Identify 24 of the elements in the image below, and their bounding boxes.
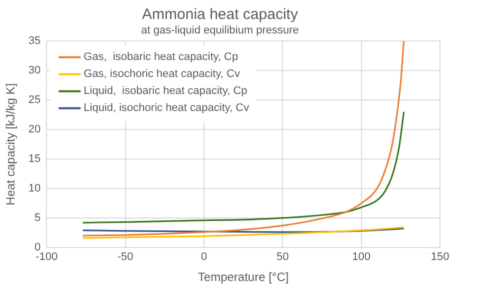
x-tick-label: 50	[276, 251, 289, 264]
legend-label: Liquid, isochoric heat capacity, Cv	[84, 102, 250, 114]
x-axis-title: Temperature [°C]	[198, 270, 289, 284]
y-tick-label: 5	[34, 212, 41, 224]
legend-label: Gas, isochoric heat capacity, Cv	[84, 68, 240, 80]
y-tick-label: 0	[34, 241, 41, 254]
x-tick-label: 100	[352, 251, 371, 264]
chart-title: Ammonia heat capacity	[142, 6, 298, 24]
chart-subtitle: at gas-liquid equilibium pressure	[141, 24, 299, 37]
y-tick-label: 25	[28, 94, 41, 106]
y-tick-label: 35	[28, 35, 41, 48]
y-axis-title: Heat capacity [kJ/kg K]	[4, 83, 18, 206]
legend-label: Gas, isobaric heat capacity, Cp	[84, 51, 238, 64]
x-tick-label: 0	[200, 251, 208, 264]
y-tick-label: 30	[28, 64, 41, 77]
x-tick-label: -50	[117, 251, 134, 264]
y-tick-label: 20	[28, 124, 41, 136]
line-series	[82, 226, 405, 239]
x-tick-label: 150	[430, 251, 450, 264]
legend-label: Liquid, isobaric heat capacity, Cp	[84, 85, 248, 98]
y-tick-label: 10	[28, 182, 41, 195]
y-tick-label: 15	[28, 153, 41, 166]
line-series	[82, 41, 405, 236]
x-tick-label: -100	[36, 251, 58, 264]
